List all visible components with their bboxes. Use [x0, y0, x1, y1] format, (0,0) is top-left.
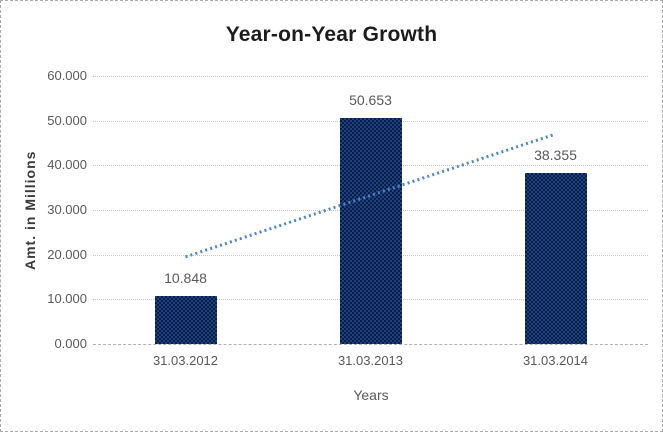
- y-axis-tick-label: 0.000: [54, 336, 87, 351]
- x-axis-title: Years: [353, 387, 389, 403]
- data-label: 50.653: [349, 91, 392, 108]
- y-axis-tick-label: 30.000: [47, 202, 87, 217]
- bar-31.03.2012: [154, 295, 217, 344]
- y-axis-tick-label: 50.000: [47, 112, 87, 128]
- gridline: [93, 76, 648, 77]
- y-axis-tick-label: 20.000: [47, 246, 87, 262]
- plot-area: [93, 76, 648, 345]
- data-label: 38.355: [534, 146, 577, 163]
- y-axis-tick-label: 60.000: [47, 68, 87, 83]
- x-axis-tick-label: 31.03.2013: [337, 353, 404, 368]
- bar-31.03.2013: [339, 117, 402, 344]
- data-label: 10.848: [164, 269, 207, 286]
- y-axis-tick-label: 40.000: [47, 157, 87, 173]
- x-axis-tick-label: 31.03.2012: [152, 353, 219, 368]
- bar-31.03.2014: [524, 172, 587, 344]
- chart-title: Year-on-Year Growth: [225, 23, 438, 46]
- x-axis-tick-label: 31.03.2014: [522, 353, 589, 368]
- y-axis-tick-label: 10.000: [47, 291, 87, 307]
